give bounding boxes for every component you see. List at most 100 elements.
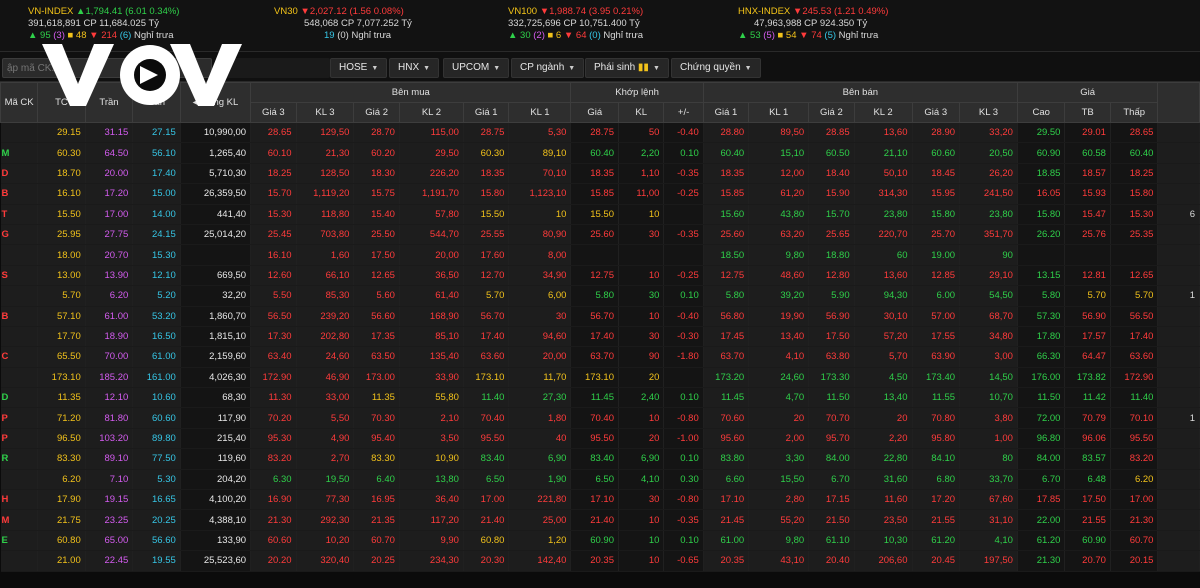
table-row[interactable]: P 96.50 103.20 89.80 215,40 95.30 4,90 95.40 3,5… [0,428,1200,450]
index-hnxindex[interactable]: HNX-INDEX ▼245.53 (1.21 0.49%) 47,963,98… [738,6,888,42]
table-row[interactable]: D 18.70 20.00 17.40 5,710,30 18.25 128,50 18.30… [0,163,1200,185]
match-volume: 10 [618,550,665,572]
table-row[interactable]: G 25.95 27.75 24.15 25,014,20 25.45 703,80 25.5… [0,224,1200,246]
col-header[interactable]: Giá 1 [702,102,750,123]
extra-value [1157,489,1200,511]
table-row[interactable]: 17.70 18.90 16.50 1,815,10 17.30 202,80 17.35 8… [0,326,1200,348]
bid-price: 17.00 [463,489,510,511]
bid-volume: 33,00 [296,387,355,409]
match-price: 11.45 [570,387,619,409]
tab-hose[interactable]: HOSE ▼ [330,58,388,78]
ask-volume: 31,60 [854,469,913,491]
col-header[interactable]: Thấp [1109,102,1159,123]
table-row[interactable]: 6.20 7.10 5.30 204,20 6.30 19,50 6.40 13,80 6.50… [0,469,1200,491]
col-header[interactable]: Giá 3 [250,102,297,123]
low-price: 5.70 [1110,285,1159,307]
bid-volume: 94,60 [508,326,572,348]
ask-volume: 15,10 [748,142,810,164]
bid-price: 70.40 [463,407,510,429]
index-down-arrow-icon: ▼ [539,6,550,17]
table-row[interactable]: C 65.50 70.00 61.00 2,159,60 63.40 24,60 63.50 1… [0,346,1200,368]
match-volume: 1,10 [618,163,665,185]
table-row[interactable]: D 11.35 12.10 10.60 68,30 11.30 33,00 11.35 55,8… [0,387,1200,409]
ask-price: 17.55 [912,326,961,348]
col-header[interactable]: Giá 2 [808,102,855,123]
col-header[interactable]: KL 2 [398,102,464,123]
ask-volume: 9,80 [748,530,810,552]
ref-price: 6.20 [37,469,86,491]
table-row[interactable]: M 21.75 23.25 20.25 4,388,10 21.30 292,30 21.35… [0,509,1200,531]
ask-volume: 20 [854,407,913,429]
table-row[interactable]: E 60.80 65.00 56.60 133,90 60.60 10,20 60.70 9,9… [0,530,1200,552]
ask-volume: 68,70 [959,306,1018,327]
ask-volume: 43,80 [748,204,810,225]
ask-volume: 9,80 [748,244,810,266]
table-row[interactable]: T 15.50 17.00 14.00 441,40 15.30 118,80 15.40 57… [0,204,1200,225]
high-price: 72.00 [1017,407,1066,429]
bid-price: 56.60 [353,306,400,327]
index-vnindex[interactable]: VN-INDEX ▲1,794.41 (6.01 0.34%) 391,618,… [28,6,179,42]
bid-volume: 234,30 [399,550,464,572]
match-price: 95.50 [570,428,619,450]
col-header[interactable]: KL 3 [959,102,1018,123]
bid-price: 17.60 [463,244,510,266]
col-header[interactable]: KL [617,102,665,123]
table-row[interactable]: H 17.90 19.15 16.65 4,100,20 16.90 77,30 16.95 3… [0,489,1200,511]
ask-price: 20.35 [703,550,750,572]
col-header[interactable]: KL 1 [748,102,810,123]
index-vn100[interactable]: VN100 ▼1,988.74 (3.95 0.21%) 332,725,696… [508,6,643,42]
tab-chung-quyen[interactable]: Chứng quyền ▼ [671,58,761,78]
table-row[interactable]: 29.15 31.15 27.15 10,990,00 28.65 129,50 28.70… [0,122,1200,144]
match-change: 0.30 [663,469,704,491]
col-header[interactable]: Mã CK [0,82,39,123]
advance-count: 95 [40,30,51,41]
index-vn30[interactable]: VN30 ▼2,027.12 (1.56 0.08%) 548,068 CP 7… [274,6,412,42]
total-volume: 68,30 [180,387,252,409]
col-header[interactable]: KL 3 [295,102,355,123]
table-row[interactable]: 5.70 6.20 5.20 32,20 5.50 85,30 5.60 61,40 5.70 6… [0,285,1200,307]
bid-price: 95.50 [463,428,510,450]
table-row[interactable]: M 60.30 64.50 56.10 1,265,40 60.10 21,30 60.20 2… [0,142,1200,164]
col-header[interactable]: +/- [663,102,704,123]
tab-hnx[interactable]: HNX ▼ [389,58,440,78]
unchanged-count: 48 [75,30,87,41]
tab-phai-sinh[interactable]: Phái sinh ▮▮ ▼ [585,58,669,78]
bid-volume: 320,40 [296,550,355,572]
ask-volume: 2,00 [748,428,810,450]
ask-price: 60.40 [703,142,750,164]
tab-cp-nganh[interactable]: CP ngành ▼ [511,58,585,78]
col-header[interactable]: Giá 3 [911,102,961,123]
col-header[interactable]: KL 1 [508,102,572,123]
index-volume: 47,963,988 CP 924.350 Tỷ [754,18,868,29]
col-header[interactable]: Cao [1016,102,1066,123]
col-header[interactable]: KL 2 [853,102,913,123]
ask-volume: 13,60 [854,265,913,287]
col-header[interactable]: Giá 2 [353,102,400,123]
col-header[interactable]: Giá [570,102,619,123]
toolbar-blank-button[interactable] [220,58,330,78]
col-header[interactable]: TB [1064,102,1111,123]
match-price: 17.10 [570,489,619,511]
match-change: -1.80 [663,346,704,368]
bid-volume: 117,20 [399,509,464,531]
ask-volume: 10,30 [854,530,913,552]
match-price: 173.10 [570,367,619,389]
extra-value [1157,306,1200,327]
table-row[interactable]: P 71.20 81.80 60.60 117,90 70.20 5,50 70.30 2,10… [0,407,1200,429]
chevron-left-icon[interactable]: ◀ [192,97,200,108]
high-price: 61.20 [1017,530,1066,552]
bid-volume: 20,00 [399,244,464,266]
table-row[interactable]: 21.00 22.45 19.55 25,523,60 20.20 320,40 20.25… [0,550,1200,572]
tab-upcom[interactable]: UPCOM ▼ [443,58,510,78]
extra-value [1157,183,1200,205]
match-change: 0.10 [663,285,704,307]
table-row[interactable]: S 13.00 13.90 12.10 669,50 12.60 66,10 12.65 36,… [0,265,1200,287]
table-row[interactable]: B 57.10 61.00 53.20 1,860,70 56.50 239,20 56.60… [0,306,1200,327]
table-row[interactable]: B 16.10 17.20 15.00 26,359,50 15.70 1,119,20 15… [0,183,1200,205]
table-row[interactable]: R 83.30 89.10 77.50 119,60 83.20 2,70 83.30 10,9… [0,448,1200,470]
index-value: 2,027.12 [309,6,347,17]
col-header[interactable]: Giá 1 [462,102,510,123]
table-row[interactable]: 173.10 185.20 161.00 4,026,30 172.90 46,90 173… [0,367,1200,389]
table-row[interactable]: 18.00 20.70 15.30 16.10 1,60 17.50 20,00 17.60 8… [0,244,1200,266]
ask-volume: 15,50 [748,469,810,491]
